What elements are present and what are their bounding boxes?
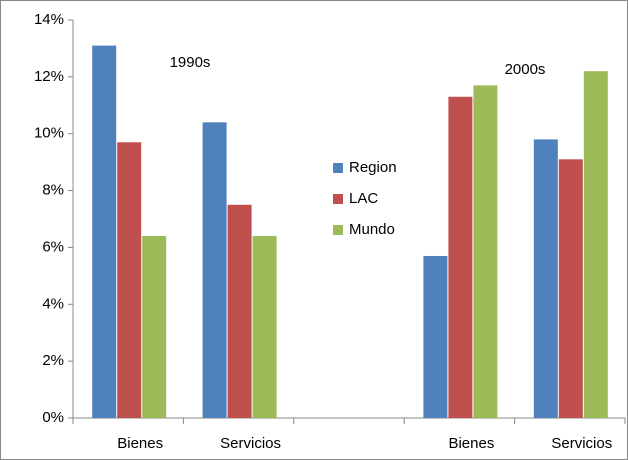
y-tick-label: 8% (42, 182, 64, 199)
bar (473, 85, 498, 418)
legend-swatch (333, 163, 343, 173)
x-tick-label: Servicios (551, 435, 612, 452)
annotation: 1990s (170, 54, 211, 71)
y-tick-label: 12% (34, 68, 64, 85)
y-tick-label: 0% (42, 409, 64, 426)
legend-label: Region (349, 159, 397, 176)
bar (142, 236, 167, 418)
y-tick-label: 2% (42, 352, 64, 369)
x-tick-label: Bienes (448, 435, 494, 452)
y-tick-label: 4% (42, 295, 64, 312)
x-tick-label: Servicios (220, 435, 281, 452)
bar (202, 122, 227, 418)
x-tick-label: Bienes (117, 435, 163, 452)
bar (583, 71, 608, 419)
legend-swatch (333, 194, 343, 204)
bar (117, 142, 142, 418)
annotation: 2000s (505, 61, 546, 78)
bar (92, 45, 117, 418)
legend-label: Mundo (349, 221, 395, 238)
bar (423, 255, 448, 418)
bar (252, 236, 277, 418)
bar (558, 159, 583, 419)
legend-label: LAC (349, 190, 378, 207)
legend-swatch (333, 225, 343, 235)
bar (227, 204, 252, 418)
bar (448, 96, 473, 418)
bar (533, 139, 558, 418)
y-tick-label: 14% (34, 11, 64, 28)
y-tick-label: 6% (42, 238, 64, 255)
y-tick-label: 10% (34, 125, 64, 142)
